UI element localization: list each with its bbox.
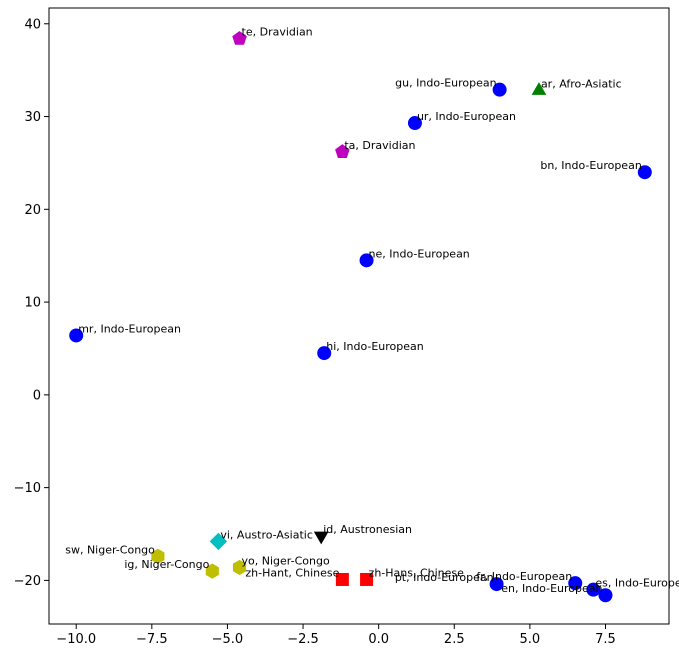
point-label-id: id, Austronesian [323, 523, 412, 536]
point-fr [568, 576, 583, 591]
point-label-en: en, Indo-European [501, 582, 602, 595]
point-zh-hant [335, 572, 349, 586]
point-label-yo: yo, Niger-Congo [242, 554, 330, 567]
point-label-sw: sw, Niger-Congo [65, 543, 155, 556]
point-label-gu: gu, Indo-European [395, 77, 496, 90]
point-label-hi: hi, Indo-European [326, 340, 424, 353]
point-sw [151, 548, 165, 564]
x-tick-label: −5.0 [212, 632, 244, 647]
point-zh-hans [360, 572, 374, 586]
point-label-bn: bn, Indo-European [540, 159, 641, 172]
point-label-es: es, Indo-European [595, 577, 679, 590]
point-label-ta: ta, Dravidian [344, 139, 415, 152]
point-bn [637, 165, 652, 180]
y-tick-label: −10 [14, 481, 41, 496]
plot-frame [48, 7, 670, 625]
x-tick-label: −7.5 [136, 632, 168, 647]
x-tick-label: 0.0 [368, 632, 389, 647]
point-label-vi: vi, Austro-Asiatic [220, 528, 313, 541]
x-tick-label: 2.5 [444, 632, 465, 647]
point-label-zh-hant: zh-Hant, Chinese [245, 566, 339, 579]
points-layer [69, 30, 652, 603]
point-ur [407, 116, 422, 131]
point-ta [335, 144, 350, 158]
y-tick-label: 30 [24, 110, 41, 125]
point-label-ne: ne, Indo-European [369, 247, 470, 260]
point-es [586, 582, 601, 597]
y-tick-label: −20 [14, 574, 41, 589]
point-gu [492, 82, 507, 97]
x-tick-label: −10.0 [56, 632, 96, 647]
point-te [232, 30, 247, 45]
point-vi [209, 532, 228, 551]
point-label-zh-hans: zh-Hans, Chinese [369, 566, 465, 579]
point-labels-layer: te, Dravidian gu, Indo-European ar, Afro-A… [65, 26, 679, 596]
y-axis-ticks: −20 −10 0 10 20 30 40 [14, 17, 49, 589]
point-id [313, 531, 329, 545]
x-tick-label: 7.5 [595, 632, 616, 647]
y-tick-label: 10 [24, 296, 41, 311]
point-label-te: te, Dravidian [242, 26, 313, 39]
x-tick-label: 5.0 [520, 632, 541, 647]
point-ig [205, 563, 219, 579]
point-en [598, 588, 613, 603]
point-hi [317, 346, 332, 361]
y-tick-label: 0 [33, 388, 41, 403]
point-label-ar: ar, Afro-Asiatic [541, 78, 622, 91]
point-ar [531, 82, 547, 95]
point-label-mr: mr, Indo-European [78, 322, 181, 335]
point-ne [359, 253, 374, 268]
point-label-pt: pt, Indo-European [395, 571, 494, 584]
y-tick-label: 20 [24, 203, 41, 218]
point-mr [69, 328, 84, 343]
point-pt [489, 577, 504, 592]
point-label-fr: fr, Indo-European [476, 570, 572, 583]
point-yo [232, 559, 247, 575]
point-label-ur: ur, Indo-European [417, 110, 516, 123]
point-label-ig: ig, Niger-Congo [124, 558, 209, 571]
x-tick-label: −2.5 [287, 632, 319, 647]
y-tick-label: 40 [24, 17, 41, 32]
x-axis-ticks: −10.0 −7.5 −5.0 −2.5 0.0 2.5 5.0 7.5 [56, 624, 616, 647]
